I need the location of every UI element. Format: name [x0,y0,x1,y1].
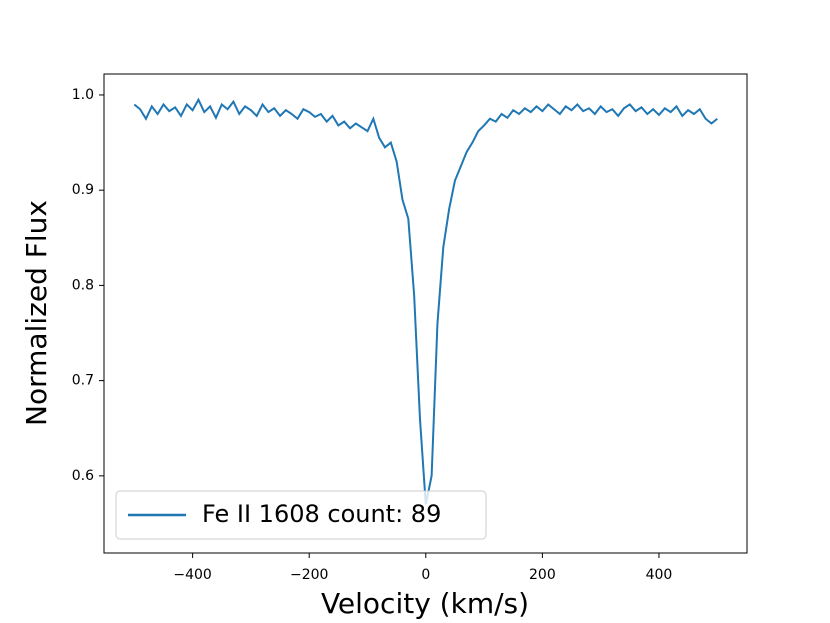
x-tick-label: −400 [173,567,211,583]
data-line [133,97,718,505]
y-tick-label: 0.7 [72,373,94,389]
y-tick-label: 0.9 [72,182,94,198]
x-axis-label: Velocity (km/s) [321,587,529,620]
x-tick-label: 200 [529,567,556,583]
x-tick-label: −200 [290,567,328,583]
y-tick-label: 0.6 [72,468,94,484]
y-axis-label: Normalized Flux [20,200,53,426]
x-tick-label: 400 [646,567,673,583]
legend-label: Fe II 1608 count: 89 [202,500,441,528]
plot-frame [103,73,748,554]
x-tick-label: 0 [421,567,430,583]
y-tick-label: 0.8 [72,277,94,293]
y-tick-label: 1.0 [72,87,94,103]
legend-box [115,490,487,540]
